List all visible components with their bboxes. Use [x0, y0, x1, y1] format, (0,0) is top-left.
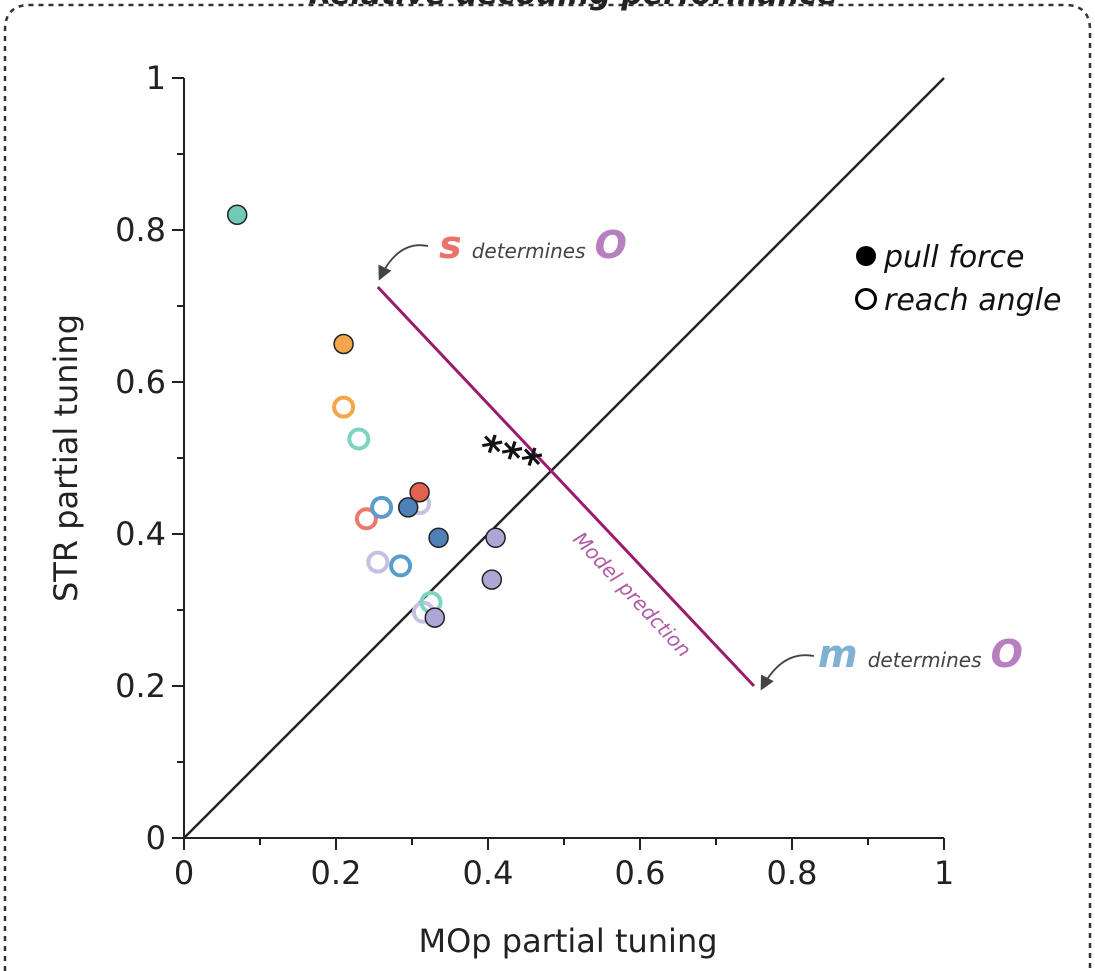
annotation-s-target: O: [595, 223, 627, 267]
legend-pull-force: pull force: [883, 240, 1024, 275]
y-tick-label: 0.4: [115, 515, 166, 553]
data-point-pull-force: [397, 497, 419, 518]
data-point-pull-force: [409, 481, 430, 503]
legend-filled-marker: [856, 246, 876, 266]
model-prediction-line: [376, 285, 756, 688]
y-ticks: 0 0.2 0.4 0.6 0.8 1: [115, 59, 184, 857]
data-point-reach-angle: [389, 554, 413, 578]
data-point-pull-force: [333, 333, 354, 355]
x-tick-label: 1: [934, 854, 954, 892]
x-axis-label: MOp partial tuning: [418, 922, 717, 960]
annotation-s-letter: s: [439, 223, 462, 267]
svg-text:s determines O: s determines O: [439, 223, 627, 267]
y-tick-label: 1: [146, 59, 166, 97]
dashed-frame: [3, 3, 1092, 971]
annotation-s-determines-o: s determines O: [378, 223, 627, 281]
data-point-pull-force: [424, 607, 446, 628]
annotation-m-arrow: [760, 654, 815, 691]
x-tick-label: 0.2: [311, 854, 362, 892]
data-point-reach-angle: [332, 395, 356, 419]
annotation-m-letter: m: [818, 632, 858, 676]
data-point-pull-force: [485, 527, 506, 549]
x-tick-label: 0.6: [615, 854, 666, 892]
x-tick-label: 0: [174, 854, 194, 892]
y-tick-label: 0: [146, 819, 166, 857]
y-tick-label: 0.8: [115, 211, 166, 249]
significance-stars: ***: [473, 426, 547, 489]
chart-title: Relative decoding performance: [309, 0, 838, 12]
annotation-m-determines-o: m determines O: [760, 632, 1023, 691]
legend-reach-angle: reach angle: [884, 283, 1061, 318]
annotation-s-arrow: [378, 244, 429, 281]
data-point-pull-force: [481, 569, 503, 590]
data-point-pull-force: [226, 204, 248, 226]
svg-text:m determines O: m determines O: [818, 632, 1023, 676]
annotation-m-text: determines: [868, 648, 982, 672]
data-point-reach-angle: [366, 550, 390, 574]
y-tick-label: 0.6: [115, 363, 166, 401]
x-tick-label: 0.8: [767, 854, 818, 892]
annotation-s-text: determines: [472, 239, 586, 263]
data-point-reach-angle: [370, 495, 394, 519]
legend: pull force reach angle: [855, 240, 1061, 318]
legend-open-marker: [855, 288, 877, 310]
y-tick-label: 0.2: [115, 667, 166, 705]
data-points: [226, 204, 506, 628]
x-ticks: 0 0.2 0.4 0.6 0.8 1: [174, 838, 954, 892]
data-point-reach-angle: [354, 507, 378, 531]
y-axis-label: STR partial tuning: [47, 314, 85, 602]
data-point-pull-force: [428, 527, 449, 549]
x-tick-label: 0.4: [463, 854, 514, 892]
annotation-m-target: O: [991, 632, 1023, 676]
data-point-reach-angle: [347, 427, 371, 451]
model-prediction-label: Model predction: [568, 527, 696, 662]
identity-line: [183, 77, 945, 839]
